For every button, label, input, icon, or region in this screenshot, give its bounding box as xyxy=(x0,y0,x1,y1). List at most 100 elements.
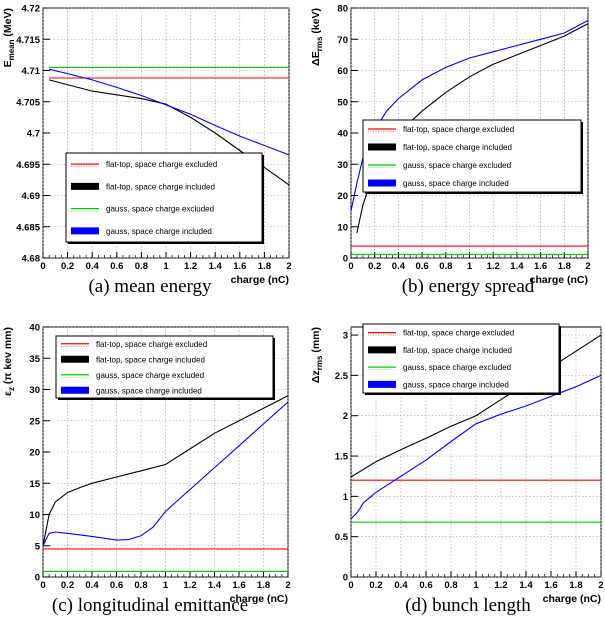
y-tick-label: 4.7 xyxy=(27,129,40,140)
y-tick-label: 30 xyxy=(337,160,348,171)
y-tick-label: 0.5 xyxy=(335,532,349,543)
legend-label: gauss, space charge included xyxy=(403,179,509,188)
legend-label: gauss, space charge excluded xyxy=(106,205,214,214)
legend-label: flat-top, space charge excluded xyxy=(96,340,207,349)
legend-label: gauss, space charge excluded xyxy=(403,161,511,170)
legend-label: flat-top, space charge excluded xyxy=(403,125,514,134)
x-tick-label: 0.4 xyxy=(85,580,99,591)
x-tick-label: 0.2 xyxy=(368,261,381,272)
legend-label: flat-top, space charge included xyxy=(96,355,205,364)
x-tick-label: 1.2 xyxy=(494,580,507,591)
x-tick-label: 0.6 xyxy=(110,580,123,591)
y-tick-label: 3 xyxy=(343,331,348,342)
y-axis-label: ΔErms (keV) xyxy=(310,8,324,66)
series-line-3 xyxy=(42,401,289,547)
legend-label: gauss, space charge included xyxy=(106,227,212,236)
x-tick-label: 0 xyxy=(348,580,353,591)
x-tick-label: 2 xyxy=(286,261,291,272)
y-tick-label: 40 xyxy=(29,323,40,334)
y-axis-label: Δzrms (mm) xyxy=(310,327,324,383)
x-tick-label: 1.6 xyxy=(534,261,547,272)
y-tick-label: 2 xyxy=(343,411,348,422)
x-tick-label: 0.2 xyxy=(369,580,382,591)
x-tick-label: 2 xyxy=(285,580,290,591)
y-tick-label: 0 xyxy=(35,573,40,584)
x-tick-label: 1.4 xyxy=(208,580,222,591)
x-tick-label: 1 xyxy=(163,261,169,272)
x-tick-label: 1.2 xyxy=(184,261,197,272)
x-axis-label: charge (nC) xyxy=(530,274,588,286)
x-tick-label: 0.6 xyxy=(419,580,432,591)
legend-label: gauss, space charge excluded xyxy=(403,363,511,372)
y-tick-label: 70 xyxy=(337,35,348,46)
y-tick-label: 4.71 xyxy=(22,66,41,77)
figure-caption: (c) longitudinal emittance xyxy=(52,595,248,616)
y-tick-label: 4.68 xyxy=(22,254,41,265)
legend-label: gauss, space charge included xyxy=(403,380,509,389)
figure-caption: (b) energy spread xyxy=(402,276,535,297)
x-tick-label: 1.6 xyxy=(233,261,246,272)
x-tick-label: 0.8 xyxy=(134,580,147,591)
chart-panel-3: 0 0.2 0.4 0.6 0.8 1 1.2 1.4 1.6 1.8 2 0 0.5 1 1.5 2 2.5 3… xyxy=(310,323,604,616)
y-tick-label: 40 xyxy=(337,129,348,140)
series-line-3 xyxy=(350,374,602,520)
chart-panel-2: 0 0.2 0.4 0.6 0.8 1 1.2 1.4 1.6 1.8 20510152025303… xyxy=(2,323,291,617)
legend-box xyxy=(362,119,582,193)
y-tick-label: 20 xyxy=(29,448,40,459)
legend-label: flat-top, space charge excluded xyxy=(106,160,217,169)
y-tick-label: 60 xyxy=(337,66,348,77)
x-tick-label: 1.4 xyxy=(209,261,223,272)
y-tick-label: 80 xyxy=(337,4,348,15)
y-tick-label: 1 xyxy=(343,492,349,503)
y-axis-label: εz (π kev mm) xyxy=(2,327,16,396)
series-line-1 xyxy=(42,395,289,546)
x-tick-label: 1.8 xyxy=(569,580,582,591)
x-tick-label: 1.8 xyxy=(257,580,270,591)
y-tick-label: 25 xyxy=(29,416,40,427)
x-tick-label: 0.2 xyxy=(61,580,74,591)
x-tick-label: 1.8 xyxy=(258,261,271,272)
y-tick-label: 5 xyxy=(35,541,41,552)
y-tick-label: 4.705 xyxy=(16,97,40,108)
y-tick-label: 0 xyxy=(343,254,348,265)
legend-box xyxy=(65,152,263,243)
legend-label: flat-top, space charge excluded xyxy=(403,329,514,338)
legend-label: flat-top, space charge included xyxy=(106,182,215,191)
x-tick-label: 0 xyxy=(40,261,45,272)
x-axis-label: charge (nC) xyxy=(231,274,289,286)
x-tick-label: 0.2 xyxy=(61,261,74,272)
x-tick-label: 1.6 xyxy=(232,580,245,591)
x-tick-label: 0.6 xyxy=(110,261,123,272)
y-tick-label: 4.685 xyxy=(16,222,40,233)
y-tick-label: 4.715 xyxy=(16,35,40,46)
x-tick-label: 1.4 xyxy=(519,580,533,591)
x-axis-label: charge (nC) xyxy=(543,593,601,605)
x-tick-label: 0.4 xyxy=(394,580,408,591)
x-tick-label: 1.2 xyxy=(183,580,196,591)
y-axis-label: Emean (MeV) xyxy=(2,8,16,67)
y-tick-label: 10 xyxy=(29,510,40,521)
x-tick-label: 1 xyxy=(467,261,473,272)
chart-panel-0: 0 0.2 0.4 0.6 0.8 1 1.2 1.4 1.6 1.8 2 4.68 4.685 4.69… xyxy=(2,4,292,298)
x-tick-label: 0.8 xyxy=(444,580,457,591)
x-tick-label: 1 xyxy=(473,580,479,591)
y-tick-label: 50 xyxy=(337,97,348,108)
x-tick-label: 1.6 xyxy=(544,580,557,591)
y-tick-label: 4.69 xyxy=(22,191,41,202)
x-tick-label: 0.6 xyxy=(415,261,428,272)
figure-caption: (a) mean energy xyxy=(88,276,212,297)
x-tick-label: 0 xyxy=(40,580,45,591)
x-tick-label: 1.8 xyxy=(558,261,571,272)
y-tick-label: 4.72 xyxy=(22,4,41,15)
x-tick-label: 0 xyxy=(348,261,353,272)
y-tick-label: 2.5 xyxy=(335,371,349,382)
x-tick-label: 0.8 xyxy=(135,261,148,272)
y-tick-label: 0 xyxy=(343,573,348,584)
y-tick-label: 20 xyxy=(337,191,348,202)
x-tick-label: 1 xyxy=(163,580,169,591)
y-tick-label: 15 xyxy=(29,479,40,490)
figure-caption: (d) bunch length xyxy=(405,595,531,616)
y-tick-label: 35 xyxy=(29,354,40,365)
x-tick-label: 2 xyxy=(585,261,590,272)
